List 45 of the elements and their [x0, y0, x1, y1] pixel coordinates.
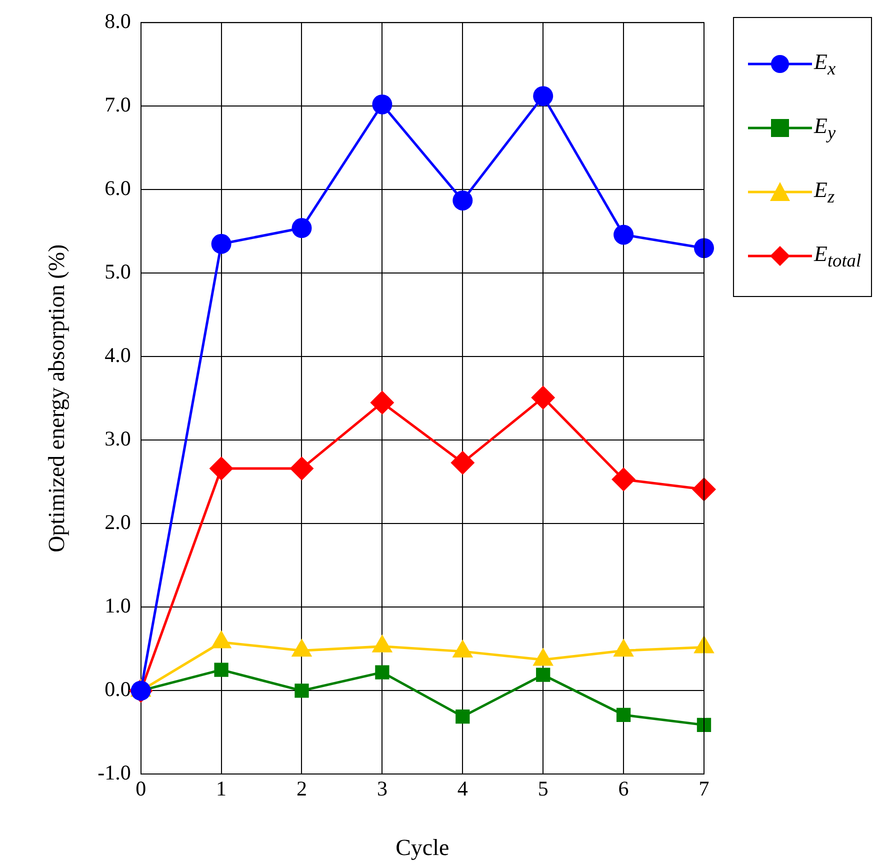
y-tick-label: -1.0	[98, 760, 131, 785]
point	[290, 456, 314, 481]
legend-label: E$_{y}$	[814, 112, 836, 144]
point	[616, 708, 631, 722]
point	[456, 710, 470, 724]
x-tick-label: 3	[376, 776, 388, 800]
point	[533, 86, 554, 106]
point	[452, 190, 473, 210]
y-tick-label: 7.0	[104, 92, 131, 117]
y-tick-label: 1.0	[104, 594, 131, 618]
x-tick-label: 7	[698, 776, 710, 800]
y-tick-label: 6.0	[104, 176, 131, 200]
x-tick-label: 2	[296, 776, 307, 800]
legend-label: E$_{z}$	[814, 176, 835, 208]
point	[294, 684, 309, 698]
point	[696, 718, 712, 732]
point	[531, 386, 556, 410]
point	[211, 234, 232, 254]
y-tick-label: 0.0	[104, 677, 131, 702]
y-axis-title: Optimized energy absorption (%)	[44, 244, 69, 552]
point	[375, 665, 390, 680]
x-tick-label: 5	[538, 776, 548, 800]
y-tick-label: 2.0	[104, 510, 131, 534]
x-tick-label: 1	[216, 776, 227, 800]
point	[536, 668, 550, 682]
x-tick-label: 6	[618, 776, 629, 800]
point	[694, 238, 714, 258]
point	[214, 662, 228, 677]
point	[372, 94, 392, 114]
point	[209, 456, 234, 481]
x-tick-label: 4	[457, 776, 468, 800]
legend-label: E$_{x}$	[814, 48, 836, 80]
point	[450, 450, 475, 475]
y-tick-label: 4.0	[104, 343, 131, 368]
point	[292, 218, 312, 238]
legend-label: E$_{total}$	[814, 240, 862, 272]
x-tick-label: 0	[136, 776, 146, 800]
y-tick-label: 8.0	[104, 9, 131, 34]
point	[370, 390, 394, 415]
y-tick-label: 3.0	[104, 426, 131, 451]
y-tick-label: 5.0	[104, 260, 131, 284]
point	[692, 477, 716, 502]
x-axis-title: Cycle	[396, 835, 450, 860]
point	[612, 467, 636, 492]
point	[614, 224, 634, 245]
